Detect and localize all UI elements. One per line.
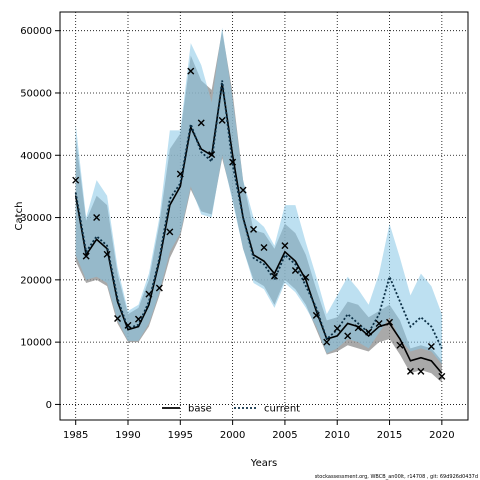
y-tick-label: 60000 [20,26,52,37]
point-marker [438,372,446,380]
point-marker [291,267,299,274]
point-marker [312,311,320,319]
point-marker [93,214,101,222]
point-marker [323,338,331,346]
point-marker [197,119,205,127]
x-tick-label: 1990 [115,430,140,441]
legend-label-current: current [264,404,300,415]
point-marker [375,319,383,327]
point-marker [176,170,184,178]
y-tick-label: 0 [46,400,52,411]
band-base [75,30,442,383]
point-marker [386,318,394,326]
x-tick-label: 2000 [220,430,245,441]
x-tick-label: 2020 [429,430,454,441]
point-marker [72,176,80,184]
point-marker [155,284,163,292]
y-tick-label: 10000 [20,338,52,349]
x-axis-title: Years [250,458,277,469]
y-axis: 0 10000 20000 30000 40000 50000 60000 [20,26,60,411]
x-axis: 1985 1990 1995 2000 2005 2010 2015 2020 [63,420,455,441]
legend: base current [162,404,300,415]
point-marker [208,151,216,159]
band-current [75,27,442,364]
point-marker [218,116,226,124]
y-axis-title: Catch [14,202,25,231]
y-tick-label: 30000 [20,213,52,224]
plot-frame [59,11,469,421]
point-marker [281,242,289,250]
point-marker [166,228,174,236]
observed-points [72,67,446,380]
confidence-bands [75,27,442,383]
point-marker [145,290,153,298]
point-marker [302,273,310,281]
y-tick-label: 40000 [20,151,52,162]
point-marker [134,315,142,323]
point-marker [114,314,122,322]
point-marker [103,250,111,258]
point-marker [406,367,414,375]
point-marker [250,225,258,233]
y-tick-label: 20000 [20,275,52,286]
x-tick-label: 2005 [272,430,297,441]
point-marker [354,324,362,332]
legend-label-base: base [188,404,212,415]
x-tick-label: 2015 [377,430,402,441]
point-marker [187,67,195,75]
point-marker [239,186,247,194]
point-marker [396,341,404,349]
x-tick-label: 2010 [325,430,350,441]
point-marker [260,243,268,251]
footnote: stockassessment.org, WBCB_an00lt, r14708… [315,474,478,480]
point-marker [229,158,237,166]
point-marker [427,343,435,350]
point-marker [333,324,341,332]
point-marker [344,332,352,340]
point-marker [270,272,278,280]
point-marker [82,252,90,260]
point-marker [124,321,132,329]
y-tick-label: 50000 [20,88,52,99]
x-tick-label: 1985 [63,430,88,441]
point-marker [365,328,373,336]
x-tick-label: 1995 [168,430,193,441]
point-marker [417,367,425,375]
